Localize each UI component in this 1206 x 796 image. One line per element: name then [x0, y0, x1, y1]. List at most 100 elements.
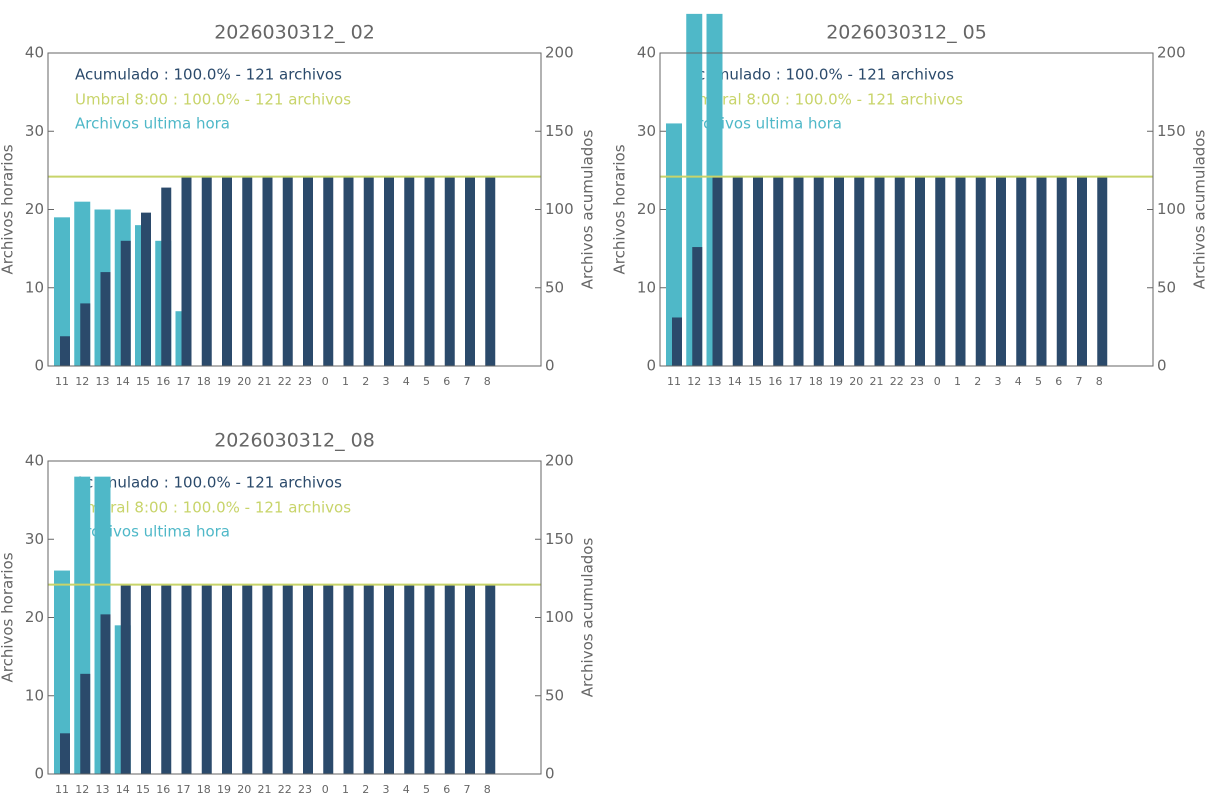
cumulative-bar [120, 584, 131, 774]
cumulative-bar [1056, 176, 1067, 366]
cumulative-bar [262, 176, 273, 366]
x-tick-label: 13 [708, 375, 722, 388]
cumulative-bar [712, 176, 723, 366]
x-tick-label: 18 [197, 783, 211, 796]
legend-entry: Archivos ultima hora [687, 115, 842, 133]
cumulative-bar [242, 176, 253, 366]
x-tick-label: 18 [809, 375, 823, 388]
cumulative-bar [282, 584, 293, 774]
x-tick-label: 1 [342, 783, 349, 796]
x-tick-label: 8 [1096, 375, 1103, 388]
x-tick-label: 17 [789, 375, 803, 388]
cumulative-bar [384, 584, 394, 774]
cumulative-bar [384, 176, 394, 366]
y-tick-label: 10 [25, 278, 44, 296]
x-tick-label: 13 [96, 375, 110, 388]
x-tick-label: 16 [768, 375, 782, 388]
hourly-bar [666, 123, 682, 366]
legend-entry: Umbral 8:00 : 100.0% - 121 archivos [75, 91, 351, 109]
legend-entry: Archivos ultima hora [75, 115, 230, 133]
x-tick-label: 2 [362, 783, 369, 796]
x-tick-label: 16 [156, 375, 170, 388]
cumulative-bar [1097, 176, 1108, 366]
cumulative-bar [874, 176, 885, 366]
y-tick-label: 30 [637, 122, 656, 140]
x-tick-label: 11 [667, 375, 681, 388]
x-tick-label: 20 [237, 375, 251, 388]
cumulative-bar [424, 584, 435, 774]
cumulative-bar [262, 584, 273, 774]
chart-title: 2026030312_ 08 [214, 430, 375, 452]
cumulative-bar [894, 176, 905, 366]
x-tick-label: 11 [55, 783, 69, 796]
x-tick-label: 3 [995, 375, 1002, 388]
x-tick-label: 3 [383, 375, 390, 388]
cumulative-bar [692, 247, 703, 366]
x-tick-label: 16 [156, 783, 170, 796]
x-tick-label: 20 [849, 375, 863, 388]
cumulative-bar [753, 176, 763, 366]
cumulative-bar [854, 176, 865, 366]
x-tick-label: 8 [484, 375, 491, 388]
cumulative-bar [996, 176, 1006, 366]
x-tick-label: 15 [136, 783, 150, 796]
cumulative-bar [935, 176, 946, 366]
y2-tick-label: 0 [545, 357, 555, 375]
cumulative-bar [141, 584, 151, 774]
x-tick-label: 3 [383, 783, 390, 796]
x-tick-label: 23 [298, 783, 312, 796]
x-tick-label: 2 [362, 375, 369, 388]
x-tick-label: 5 [1035, 375, 1042, 388]
x-tick-label: 8 [484, 783, 491, 796]
x-tick-label: 1 [954, 375, 961, 388]
cumulative-bar [242, 584, 253, 774]
cumulative-bar [80, 673, 91, 774]
x-tick-label: 6 [1055, 375, 1062, 388]
cumulative-bar [1077, 176, 1087, 366]
x-tick-label: 17 [177, 783, 191, 796]
x-tick-label: 4 [1015, 375, 1022, 388]
cumulative-bar [60, 336, 70, 366]
x-tick-label: 2 [974, 375, 981, 388]
y2-tick-label: 50 [545, 686, 564, 704]
cumulative-bar [323, 176, 334, 366]
cumulative-bar [485, 584, 496, 774]
chart-title: 2026030312_ 05 [826, 22, 987, 44]
y-tick-label: 0 [34, 357, 44, 375]
x-tick-label: 7 [1076, 375, 1083, 388]
y2-tick-label: 100 [1157, 200, 1186, 218]
cumulative-bar [161, 187, 172, 366]
cumulative-bar [444, 584, 455, 774]
x-tick-label: 19 [217, 375, 231, 388]
y-tick-label: 20 [637, 200, 656, 218]
hourly-bar [54, 217, 70, 366]
cumulative-bar [323, 584, 334, 774]
x-tick-label: 15 [136, 375, 150, 388]
x-tick-label: 6 [443, 783, 450, 796]
x-tick-label: 22 [278, 375, 292, 388]
cumulative-bar [343, 584, 354, 774]
y-tick-label: 20 [25, 200, 44, 218]
x-tick-label: 21 [870, 375, 884, 388]
cumulative-bar [222, 584, 232, 774]
cumulative-bar [404, 176, 415, 366]
cumulative-bar [303, 584, 313, 774]
y-axis-label: Archivos horarios [0, 144, 17, 274]
y-tick-label: 30 [25, 122, 44, 140]
legend-entry: Umbral 8:00 : 100.0% - 121 archivos [687, 91, 963, 109]
cumulative-bar [181, 176, 192, 366]
cumulative-bar [201, 176, 212, 366]
cumulative-bar [282, 176, 293, 366]
legend-entry: Acumulado : 100.0% - 121 archivos [75, 66, 342, 84]
y2-tick-label: 100 [545, 608, 574, 626]
cumulative-bar [161, 584, 172, 774]
x-tick-label: 14 [728, 375, 742, 388]
y2-tick-label: 200 [545, 44, 574, 62]
x-tick-label: 21 [258, 375, 272, 388]
hourly-bar [54, 570, 70, 774]
cumulative-bar [732, 176, 743, 366]
x-tick-label: 7 [464, 375, 471, 388]
y2-tick-label: 150 [1157, 122, 1186, 140]
cumulative-bar [955, 176, 966, 366]
